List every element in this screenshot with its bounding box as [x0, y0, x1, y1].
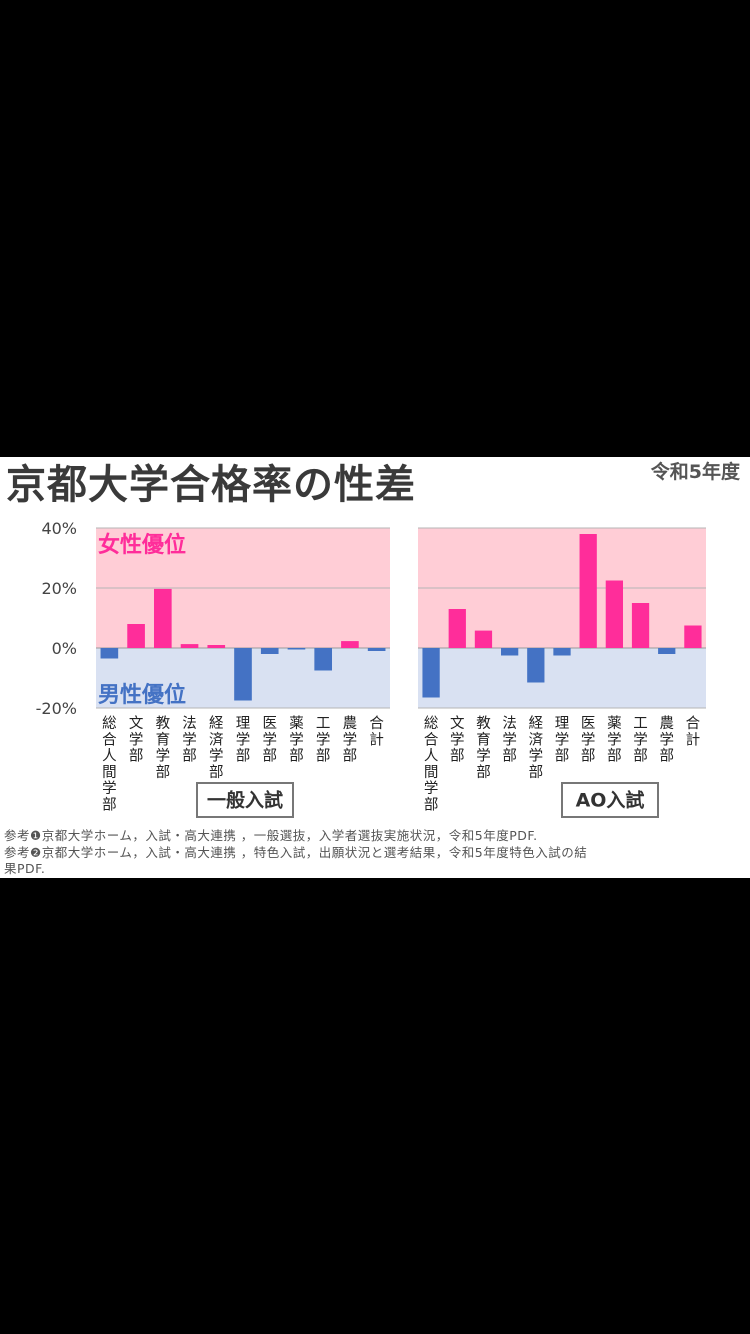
reference-2: 参考❷京都大学ホーム，入試・高大連携 ，特色入試，出願状況と選考結果，令和5年度… [4, 845, 588, 860]
category-label: 経済学部 [209, 715, 224, 781]
panel-label-1: 一般入試 [207, 789, 283, 812]
y-tick-label: -20% [36, 699, 77, 718]
bar-1-10 [341, 641, 359, 648]
category-label: 工学部 [316, 716, 331, 765]
bar-2-2 [448, 609, 466, 648]
bar-2-5 [527, 648, 545, 683]
category-label: 薬学部 [607, 715, 622, 765]
chart-title: 京都大学合格率の性差 [6, 462, 416, 508]
bar-1-1 [100, 648, 119, 659]
bar-1-3 [153, 588, 172, 648]
category-label: 農学部 [659, 715, 674, 765]
chart-card: 京都大学合格率の性差 令和5年度 総合人間学部 文学部 教育学部 法学部 経済学部 理学部… [0, 457, 750, 878]
bar-1-6 [234, 648, 252, 701]
bar-1-4 [180, 644, 199, 648]
reference-1: 参考❶京都大学ホーム，入試・高大連携 ，一般選抜，入学者選抜実施状況，令和5年度… [4, 828, 538, 843]
y-tick-label: 40% [41, 519, 77, 538]
bar-2-8 [605, 580, 624, 648]
category-label: 総合人間学部 [424, 715, 439, 814]
category-label: 理学部 [236, 716, 251, 765]
charts-svg: 総合人間学部文学部教育学部法学部経済学部理学部医学部薬学部工学部農学部合計一般入… [36, 519, 706, 818]
category-label: 工学部 [633, 716, 648, 765]
bar-2-10 [658, 648, 676, 654]
bar-2-4 [500, 648, 519, 656]
panel-label-box-2 [561, 782, 659, 818]
category-label: 教育学部 [476, 715, 491, 781]
bar-1-9 [314, 648, 333, 671]
y-tick-label: 20% [41, 579, 77, 598]
category-label: 教育学部 [156, 715, 171, 781]
male-region-2 [418, 648, 706, 708]
bar-1-7 [260, 648, 279, 654]
bar-1-5 [207, 645, 226, 648]
category-label: 総合人間学部 [102, 715, 117, 814]
category-label: 理学部 [555, 716, 570, 765]
bar-1-8 [287, 648, 306, 650]
bar-2-9 [631, 603, 650, 648]
category-label: 薬学部 [289, 715, 304, 765]
category-label: 文学部 [450, 715, 465, 765]
category-label: 医学部 [581, 716, 596, 765]
category-label: 医学部 [262, 716, 277, 765]
bar-2-11 [684, 625, 702, 648]
panel-label-box-1 [196, 782, 294, 818]
reference-2-cont: 果PDF. [4, 861, 46, 876]
bar-2-1 [422, 648, 440, 698]
female-advantage-label: 女性優位 [98, 532, 186, 558]
category-label: 法学部 [182, 715, 197, 765]
y-tick-label: 0% [52, 639, 77, 658]
bar-1-2 [127, 624, 145, 648]
category-label: 法学部 [502, 715, 517, 765]
male-advantage-label: 男性優位 [98, 682, 186, 708]
bar-2-6 [553, 648, 571, 656]
panel-label-2: AO入試 [576, 789, 645, 812]
category-label: 経済学部 [529, 715, 544, 781]
bar-2-3 [474, 630, 493, 648]
category-label: 農学部 [343, 715, 358, 765]
category-label: 合計 [686, 715, 701, 748]
bar-2-7 [579, 534, 597, 648]
category-label: 文学部 [129, 715, 144, 765]
category-label: 合計 [369, 715, 384, 748]
bar-1-11 [367, 648, 386, 651]
year-label: 令和5年度 [650, 461, 740, 483]
